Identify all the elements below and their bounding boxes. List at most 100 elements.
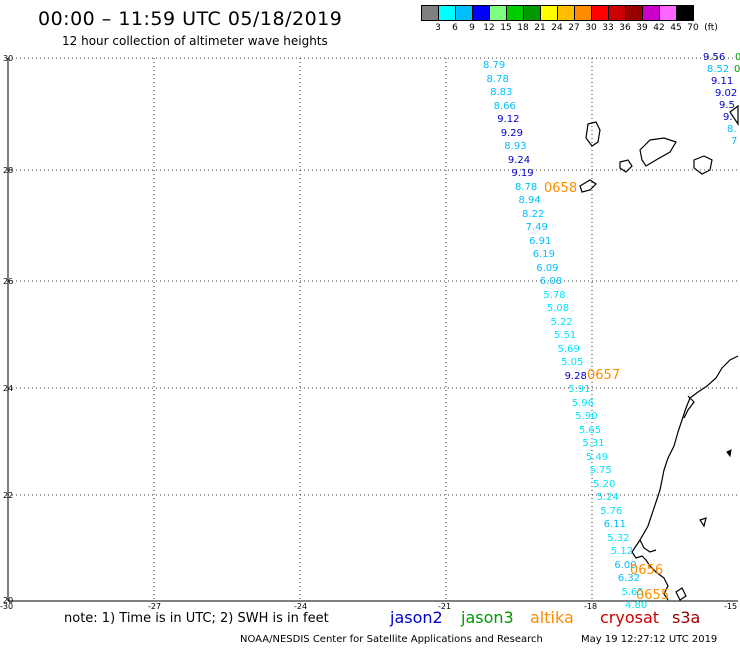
lon-label: -30 [0, 602, 14, 611]
color-scale-swatch [439, 5, 456, 21]
pass-time-label: 0656 [630, 563, 664, 578]
color-scale-label: 15 [500, 23, 512, 33]
color-scale-swatch [541, 5, 558, 21]
color-scale-label: 3 [435, 23, 441, 33]
color-scale-label: 30 [585, 23, 597, 33]
wave-height-label: 5.32 [607, 532, 630, 544]
color-scale-swatch [421, 5, 439, 21]
wave-height-label: 6.09 [536, 262, 559, 274]
island-gran-canaria [693, 155, 713, 175]
satellite-legend-s3a: s3a [672, 608, 701, 627]
wave-height-label: 5.90 [575, 411, 598, 422]
color-scale-swatch [609, 5, 626, 21]
color-scale-label: 42 [653, 23, 665, 33]
wave-height-label: 8. [727, 124, 737, 135]
island-hierro [579, 179, 597, 193]
wave-height-label: 5.96 [571, 397, 595, 409]
footnote: note: 1) Time is in UTC; 2) SWH is in fe… [64, 611, 329, 626]
map-subtitle: 12 hour collection of altimeter wave hei… [62, 34, 328, 48]
lon-label: -27 [148, 602, 162, 611]
wave-height-label: 5.20 [593, 478, 616, 490]
peninsula-coast [683, 395, 695, 419]
color-scale-swatch [643, 5, 660, 21]
wave-height-label: 4.80 [625, 600, 648, 611]
wave-height-label: 5.76 [600, 505, 623, 517]
wave-height-label: 5.65 [621, 586, 644, 598]
satellite-legend-cryosat: cryosat [600, 608, 660, 627]
color-scale-bar [421, 5, 694, 21]
africa-coastline [631, 355, 739, 601]
wave-height-label: 6.08 [539, 276, 563, 287]
lat-label: 30 [3, 54, 14, 63]
wave-height-label: 9. [723, 112, 733, 123]
wave-height-label: 0 [734, 64, 740, 75]
island-small-3 [675, 587, 687, 601]
pass-time-label: 0657 [587, 368, 621, 383]
wave-height-label: 8.79 [483, 60, 506, 71]
color-scale-label: 45 [670, 23, 682, 33]
map-title: 00:00 – 11:59 UTC 05/18/2019 [38, 8, 343, 30]
lat-label: 26 [3, 277, 14, 286]
pass-time-label: 0655 [636, 588, 670, 603]
island-small-1 [699, 517, 707, 528]
wave-height-label: 9.5 [719, 100, 735, 111]
lon-label: -21 [438, 602, 452, 611]
wave-height-label: 9.28 [564, 370, 587, 382]
wave-height-label: 9.12 [497, 114, 520, 125]
satellite-legend-jason2: jason2 [390, 608, 443, 627]
lat-label: 24 [3, 384, 14, 393]
color-scale-label: 18 [517, 23, 529, 33]
color-scale-swatch [660, 5, 677, 21]
wave-height-label: 5.05 [561, 357, 584, 368]
pass-time-label: 0658 [544, 181, 578, 196]
wave-height-label: 5.91 [568, 384, 591, 395]
color-scale-label: 9 [469, 23, 475, 33]
color-scale-label: 36 [619, 23, 631, 33]
wave-height-label: 5.51 [554, 330, 577, 341]
wave-height-label: 5.24 [596, 492, 619, 503]
wave-height-label: 8.66 [493, 100, 516, 112]
island-la-palma [585, 121, 601, 147]
color-scale-swatch [490, 5, 507, 21]
island-tenerife [639, 137, 677, 167]
color-scale-swatch [473, 5, 490, 21]
wave-height-label: 5.12 [610, 546, 634, 557]
wave-height-label: 5.08 [546, 303, 570, 314]
wave-height-label: 8.52 [707, 64, 730, 75]
lon-label: -24 [294, 602, 308, 611]
color-scale-label: 27 [568, 23, 580, 33]
wave-height-label: 6.32 [617, 573, 641, 584]
color-scale-label: 21 [534, 23, 546, 33]
lat-label: 20 [3, 596, 14, 605]
lon-label: -15 [724, 602, 738, 611]
wave-height-label: 5.75 [589, 465, 612, 476]
wave-height-label: 5.69 [557, 343, 580, 355]
credit-line: NOAA/NESDIS Center for Satellite Applica… [240, 634, 543, 645]
wave-height-label: 5.78 [543, 289, 566, 301]
color-scale-swatch [575, 5, 592, 21]
lat-gridlines [8, 169, 738, 496]
color-scale-swatch [456, 5, 473, 21]
color-scale-unit: (ft) [704, 23, 718, 33]
wave-height-label: 9.56 [703, 52, 726, 63]
wave-height-label: 5.49 [585, 451, 609, 463]
color-scale-swatch [677, 5, 694, 21]
wave-height-label: 8.94 [518, 195, 541, 206]
color-scale-swatch [507, 5, 524, 21]
color-scale-swatch [558, 5, 575, 21]
satellite-legend-jason3: jason3 [461, 608, 514, 627]
wave-height-label: 6.19 [532, 249, 555, 260]
lat-label: 28 [3, 166, 14, 175]
color-scale-swatch [524, 5, 541, 21]
bay-coast [639, 539, 657, 553]
wave-height-label: 8.83 [490, 87, 513, 98]
wave-height-label: 7 [731, 136, 738, 147]
color-scale-swatch [626, 5, 643, 21]
color-scale-label: 39 [636, 23, 648, 33]
wave-height-label: 9.19 [511, 168, 534, 179]
lon-gridlines [153, 58, 593, 601]
wave-height-label: 6.91 [529, 235, 552, 247]
wave-height-label: 8.78 [486, 73, 509, 85]
wave-height-label: 9.11 [711, 76, 734, 87]
